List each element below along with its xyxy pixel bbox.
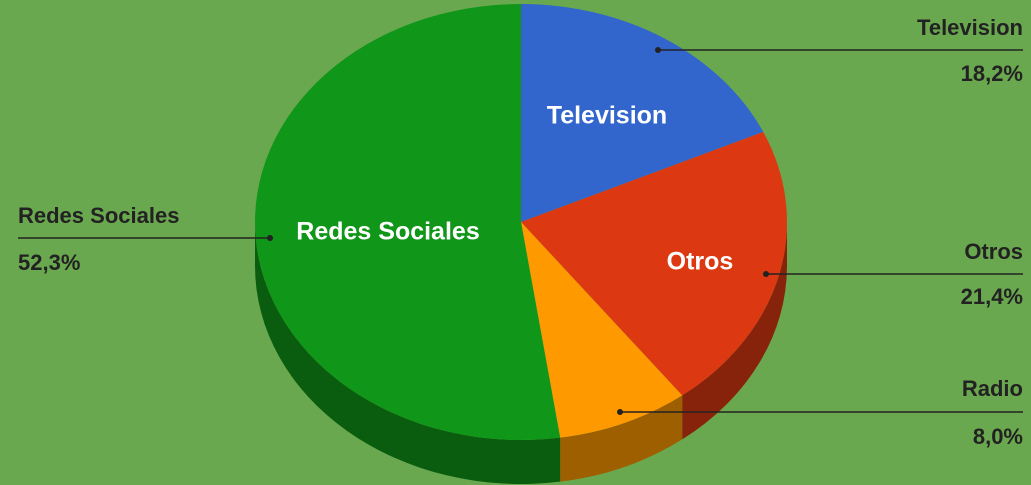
slice	[521, 4, 764, 222]
legend-label: Television	[917, 15, 1023, 40]
slice-label: Otros	[667, 248, 734, 276]
leader-dot	[617, 409, 623, 415]
leader-dot	[763, 271, 769, 277]
leader-dot	[267, 235, 273, 241]
slice	[521, 131, 787, 396]
leader-dot	[655, 47, 661, 53]
slice-label: Television	[547, 102, 667, 130]
value-label: 18,2%	[961, 61, 1023, 86]
slice-side	[560, 395, 683, 482]
slice	[521, 222, 683, 438]
slice-label: Redes Sociales	[296, 218, 479, 246]
value-label: 21,4%	[961, 284, 1023, 309]
value-label: 8,0%	[973, 424, 1023, 449]
slice-side	[255, 222, 561, 484]
legend-label: Otros	[964, 239, 1023, 264]
legend-label: Redes Sociales	[18, 203, 179, 228]
slice	[255, 4, 561, 440]
slice-side	[682, 222, 788, 440]
legend-label: Radio	[962, 376, 1023, 401]
value-label: 52,3%	[18, 250, 80, 275]
